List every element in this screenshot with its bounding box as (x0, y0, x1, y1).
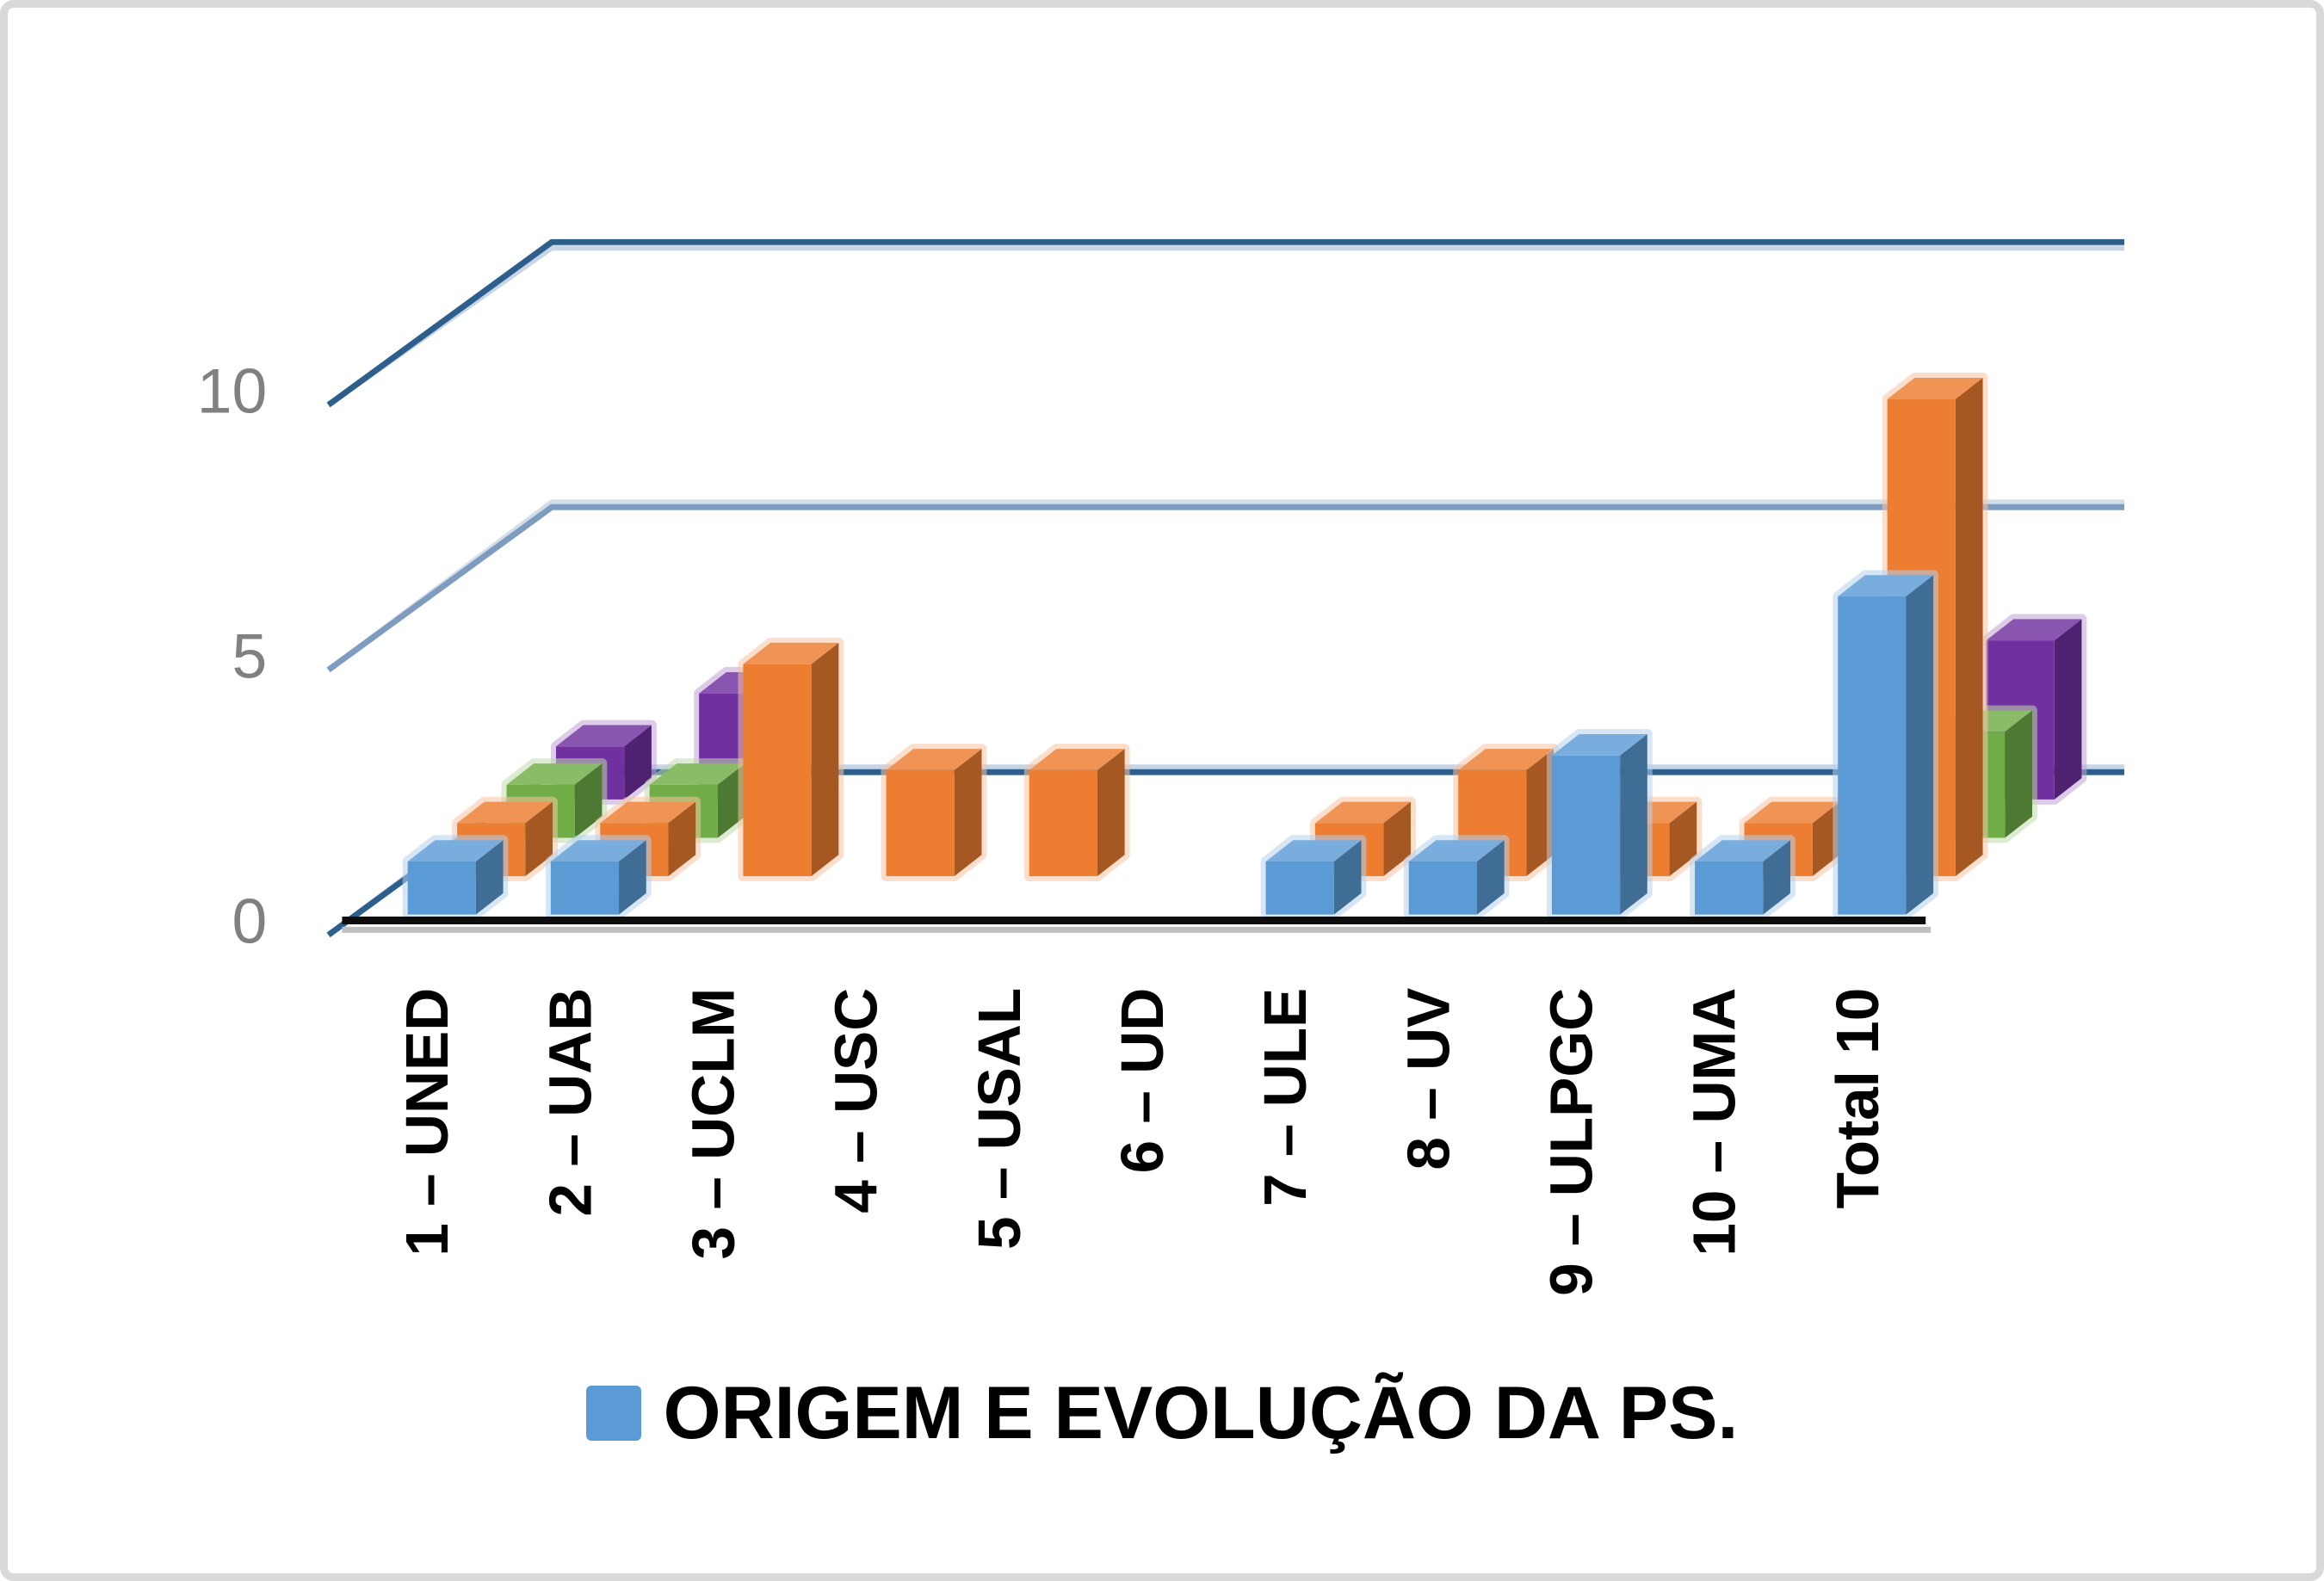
bar-side-s1-c10 (1955, 377, 1983, 877)
bar-top-s0-c1 (550, 840, 646, 862)
y-tick-label-10: 10 (197, 355, 268, 426)
gridline-5 (326, 503, 2124, 673)
bar-side-s1-c8 (1669, 801, 1697, 877)
x-category-label-7: 8 – UV (1394, 988, 1462, 1170)
bar-side-s0-c10 (1906, 575, 1934, 915)
bar-top-s1-c1 (600, 801, 696, 824)
bar-top-s1-c3 (886, 749, 982, 770)
bar-top-s1-c6 (1315, 801, 1411, 824)
x-category-label-9: 10 – UMA (1681, 988, 1748, 1257)
bar-side-s0-c6 (1333, 840, 1362, 915)
bar-side-s1-c2 (811, 642, 839, 877)
bar-top-s0-c10 (1838, 575, 1934, 597)
x-category-label-2: 3 – UCLM (680, 988, 747, 1260)
bar-top-s0-c8 (1551, 734, 1647, 756)
bar-side-s2-c0 (574, 763, 603, 838)
bar-top-s1-c9 (1744, 801, 1840, 824)
bar-top-s0-c7 (1408, 840, 1505, 862)
gridline-10 (326, 238, 2124, 408)
bar-side-s1-c1 (668, 801, 696, 877)
x-category-label-4: 5 – USAL (966, 988, 1033, 1250)
bar-s0-c7 (1408, 861, 1477, 915)
bar-side-s1-c6 (1383, 801, 1411, 877)
bar-s0-c10 (1838, 596, 1907, 915)
bar-top-s3-c0 (555, 725, 652, 747)
bar-top-s1-c4 (1029, 749, 1125, 770)
bar-top-s2-c1 (649, 763, 745, 785)
bar-side-s2-c10 (2005, 710, 2032, 838)
bar-side-s1-c3 (954, 749, 982, 877)
bar-chart-canvas: 0 5 10 1 – UNED 2 – UAB 3 – UCLM 4 – USC 5 – US… (197, 238, 2124, 1296)
bar-top-s1-c10 (1887, 377, 1983, 399)
bar-s0-c0 (407, 861, 476, 915)
bar-top-s1-c2 (743, 642, 839, 664)
bar-top-s2-c0 (506, 763, 603, 785)
y-tick-label-5: 5 (232, 621, 268, 691)
x-category-label-3: 4 – USC (823, 988, 890, 1214)
bar-top-s0-c6 (1265, 840, 1362, 862)
bar-top-s3-c10 (1986, 619, 2082, 641)
bar-top-s1-c7 (1458, 749, 1554, 770)
x-category-label-6: 7 – ULE (1252, 988, 1319, 1207)
bar-side-s1-c4 (1097, 749, 1125, 877)
bar-side-s0-c0 (475, 840, 504, 915)
bar-side-s0-c8 (1620, 734, 1647, 915)
y-tick-label-0: 0 (232, 886, 268, 956)
x-category-label-0: 1 – UNED (393, 988, 460, 1257)
x-category-label-1: 2 – UAB (536, 988, 603, 1217)
gridline-10-highlight (326, 245, 2124, 407)
bar-s0-c8 (1551, 755, 1621, 915)
bar-s1-c3 (886, 769, 955, 877)
x-category-label-8: 9 – ULPGC (1537, 988, 1604, 1296)
bar-side-s1-c0 (525, 801, 553, 877)
bar-s0-c9 (1695, 861, 1764, 915)
bar-side-s0-c9 (1763, 840, 1790, 915)
bar-s0-c1 (550, 861, 620, 915)
bar-side-s0-c7 (1476, 840, 1505, 915)
bar-top-s0-c0 (407, 840, 504, 862)
bar-side-s0-c1 (619, 840, 646, 915)
x-category-label-10: Total 10 (1824, 988, 1891, 1209)
x-category-label-5: 6 – UD (1109, 988, 1176, 1174)
bar-side-s3-c10 (2054, 619, 2082, 800)
bar-s0-c6 (1265, 861, 1334, 915)
bar-s1-c2 (743, 664, 812, 877)
bar-top-s0-c9 (1695, 840, 1790, 862)
bar-top-s1-c0 (457, 801, 553, 824)
bar-side-s3-c0 (624, 725, 652, 800)
bar-s1-c4 (1029, 769, 1097, 877)
